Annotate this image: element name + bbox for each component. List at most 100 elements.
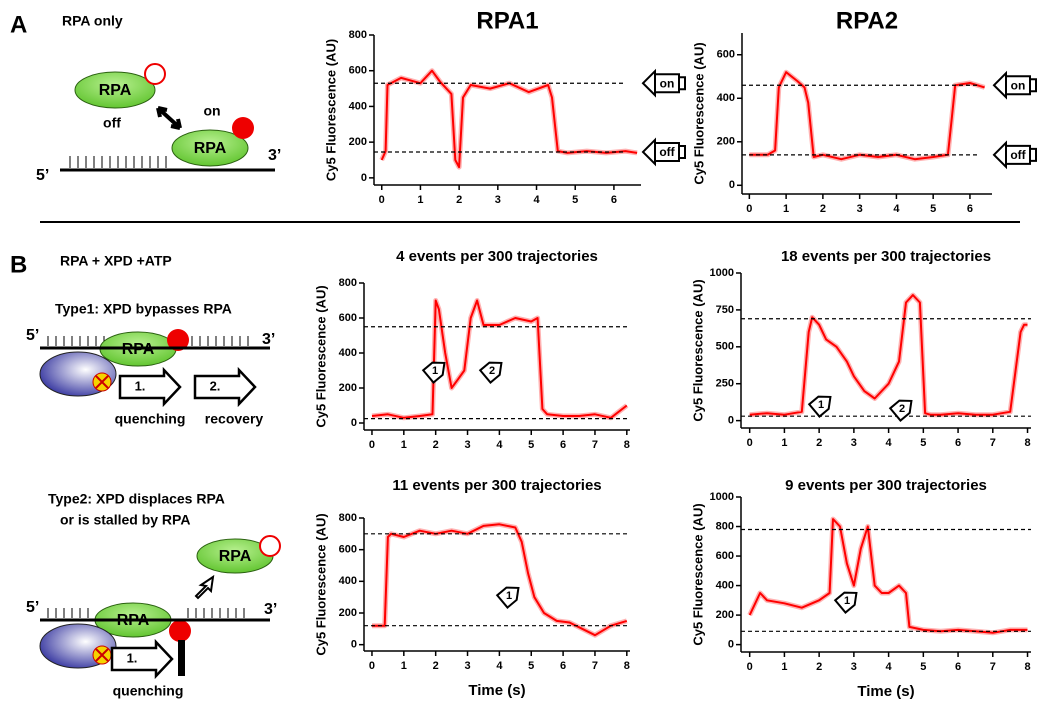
- x-tick-label: 8: [624, 660, 630, 672]
- y-tick-label: 800: [349, 29, 367, 41]
- event-label: 1: [818, 399, 824, 411]
- event-label: 2: [899, 403, 905, 415]
- five-prime: 5’: [26, 599, 39, 616]
- x-tick-label: 4: [496, 439, 503, 451]
- y-tick-label: 0: [361, 172, 367, 184]
- y-axis-label: Cy5 Fluorescence (AU): [691, 42, 706, 184]
- panel-label: B: [10, 251, 27, 278]
- y-tick-label: 600: [716, 550, 734, 562]
- step-arrow: [118, 366, 182, 408]
- five-prime: 5’: [26, 327, 39, 344]
- x-tick-label: 4: [893, 203, 900, 215]
- x-tick-label: 3: [464, 660, 470, 672]
- x-tick-label: 0: [747, 661, 753, 673]
- x-tick-label: 3: [851, 437, 857, 449]
- y-tick-label: 1000: [710, 491, 734, 503]
- x-tick-label: 5: [572, 194, 578, 206]
- step-caption: quenching: [115, 411, 186, 427]
- y-axis-label: Cy5 Fluorescence (AU): [323, 39, 338, 181]
- step-label: 1.: [135, 378, 146, 393]
- y-tick-label: 0: [729, 179, 735, 191]
- x-tick-label: 5: [528, 660, 534, 672]
- on-label: on: [203, 103, 220, 119]
- step-label: 1.: [127, 650, 138, 665]
- type-label: or is stalled by RPA: [60, 512, 190, 528]
- quencher-x: [95, 375, 109, 389]
- x-tick-label: 0: [369, 439, 375, 451]
- x-tick-label: 3: [464, 439, 470, 451]
- y-tick-label: 600: [339, 312, 357, 324]
- x-tick-label: 4: [886, 661, 893, 673]
- x-tick-label: 1: [401, 660, 407, 672]
- rpa-label: RPA: [99, 82, 132, 99]
- x-tick-label: 7: [592, 439, 598, 451]
- x-tick-label: 7: [990, 437, 996, 449]
- annotation-label: on: [660, 76, 675, 90]
- x-tick-label: 4: [533, 194, 540, 206]
- x-tick-label: 8: [1024, 437, 1030, 449]
- y-tick-label: 200: [349, 136, 367, 148]
- quencher-x: [95, 648, 109, 662]
- annotation-label: off: [1010, 148, 1026, 162]
- three-prime: 3’: [268, 147, 281, 164]
- step-caption: recovery: [205, 411, 264, 427]
- five-prime: 5’: [36, 167, 49, 184]
- chart-title: 4 events per 300 trajectories: [396, 248, 598, 265]
- y-tick-label: 0: [728, 639, 734, 651]
- x-tick-label: 1: [783, 203, 789, 215]
- y-axis-label: Cy5 Fluorescence (AU): [690, 279, 705, 421]
- y-tick-label: 200: [339, 382, 357, 394]
- x-tick-label: 6: [967, 203, 973, 215]
- x-tick-label: 4: [496, 660, 503, 672]
- release-arrow: [194, 574, 215, 600]
- dye-off: [144, 63, 166, 85]
- x-tick-label: 3: [851, 661, 857, 673]
- event-marker: [495, 586, 520, 609]
- diagram-a: A RPA only RPA off on RPA 5’ 3’: [10, 11, 281, 184]
- x-tick-label: 6: [560, 439, 566, 451]
- dye-on: [232, 117, 254, 139]
- x-tick-label: 8: [1024, 661, 1030, 673]
- x-tick-label: 2: [816, 437, 822, 449]
- trace-halo: [747, 516, 1028, 636]
- y-tick-label: 250: [716, 378, 734, 390]
- event-marker: [478, 361, 503, 384]
- step-caption: quenching: [113, 683, 184, 699]
- x-tick-label: 1: [417, 194, 423, 206]
- y-tick-label: 400: [349, 100, 367, 112]
- x-tick-label: 3: [857, 203, 863, 215]
- rpa-label: RPA: [122, 341, 155, 358]
- x-tick-label: 1: [781, 661, 787, 673]
- y-tick-label: 750: [716, 304, 734, 316]
- annotation-arrow-body: [654, 141, 680, 162]
- x-tick-label: 4: [886, 437, 893, 449]
- x-tick-label: 5: [920, 437, 926, 449]
- x-tick-label: 2: [820, 203, 826, 215]
- trace: [372, 523, 628, 637]
- chart-title: 9 events per 300 trajectories: [785, 477, 987, 494]
- trace: [749, 294, 1028, 416]
- trace: [371, 299, 628, 419]
- three-prime: 3’: [262, 331, 275, 348]
- panel-label: A: [10, 11, 27, 38]
- y-tick-label: 200: [339, 607, 357, 619]
- x-tick-label: 3: [495, 194, 501, 206]
- y-tick-label: 800: [339, 512, 357, 524]
- x-tick-label: 2: [433, 660, 439, 672]
- rpa-shape: [74, 71, 156, 109]
- annotation-arrow-body: [654, 73, 680, 94]
- step-arrow: [193, 366, 257, 408]
- y-tick-label: 0: [351, 639, 357, 651]
- exchange-arrow: [156, 106, 182, 130]
- trace-halo: [749, 292, 1028, 418]
- dye: [167, 329, 189, 351]
- y-tick-label: 600: [349, 65, 367, 77]
- y-tick-label: 0: [351, 417, 357, 429]
- type-label: Type2: XPD displaces RPA: [48, 491, 225, 507]
- diagram-b: B RPA + XPD +ATP Type1: XPD bypasses RPA…: [10, 251, 281, 699]
- type-label: Type1: XPD bypasses RPA: [55, 301, 232, 317]
- event-marker: [421, 361, 446, 384]
- event-marker: [833, 591, 858, 614]
- rpa-label: RPA: [194, 140, 227, 157]
